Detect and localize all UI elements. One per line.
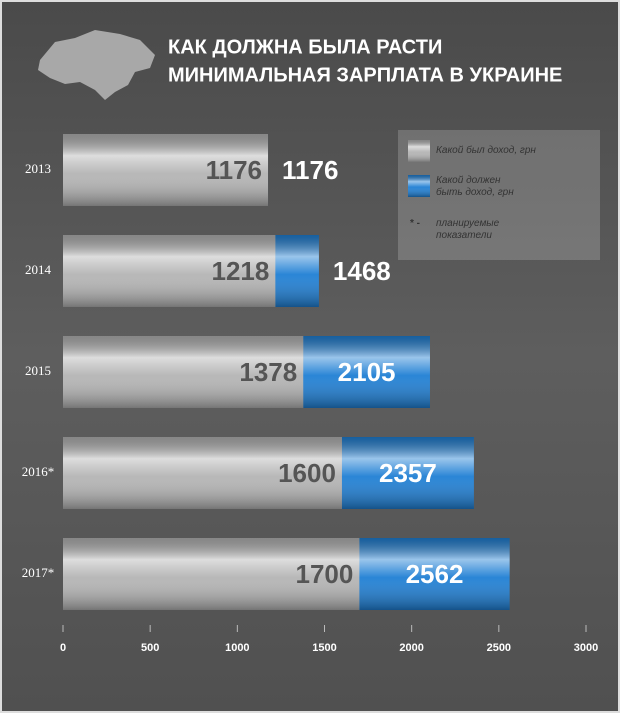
legend-box (398, 130, 600, 260)
y-tick-label: 2014 (25, 262, 52, 277)
legend-label: Какой был доход, грн (436, 145, 536, 156)
bar-shine (63, 538, 360, 610)
bar-shine (63, 134, 269, 206)
bar-shine (63, 437, 342, 509)
x-tick-label: 1500 (312, 642, 336, 654)
data-label: 1176 (282, 155, 338, 185)
bar-shine (63, 235, 276, 307)
legend-label: Какой должен быть доход, грн (436, 175, 514, 198)
x-tick-label: 1000 (225, 642, 249, 654)
x-tick-label: 0 (60, 642, 66, 654)
data-label: 1176 (206, 155, 262, 185)
data-label: 2357 (379, 458, 437, 488)
data-label: 2562 (406, 559, 464, 589)
legend-shine (408, 140, 430, 162)
y-tick-label: 2016* (22, 464, 55, 479)
data-label: 1218 (211, 256, 269, 286)
data-label: 1378 (239, 357, 297, 387)
data-label: 1600 (278, 458, 336, 488)
note: планируемые показатели (436, 218, 500, 241)
chart-title: МИНИМАЛЬНАЯ ЗАРПЛАТА В УКРАИНЕ (168, 64, 562, 86)
legend-shine (408, 175, 430, 197)
x-tick-label: 500 (141, 642, 159, 654)
data-label: 1700 (296, 559, 354, 589)
note-marker: * - (410, 218, 420, 229)
ukraine-map (38, 30, 155, 100)
chart-title: КАК ДОЛЖНА БЫЛА РАСТИ (168, 36, 442, 58)
y-tick-label: 2013 (25, 161, 51, 176)
data-label: 1468 (333, 256, 391, 286)
bar-shine (63, 336, 304, 408)
y-tick-label: 2017* (22, 565, 55, 580)
y-tick-label: 2015 (25, 363, 51, 378)
data-label: 2105 (338, 357, 396, 387)
x-tick-label: 2500 (487, 642, 511, 654)
x-tick-label: 3000 (574, 642, 598, 654)
x-tick-label: 2000 (399, 642, 423, 654)
